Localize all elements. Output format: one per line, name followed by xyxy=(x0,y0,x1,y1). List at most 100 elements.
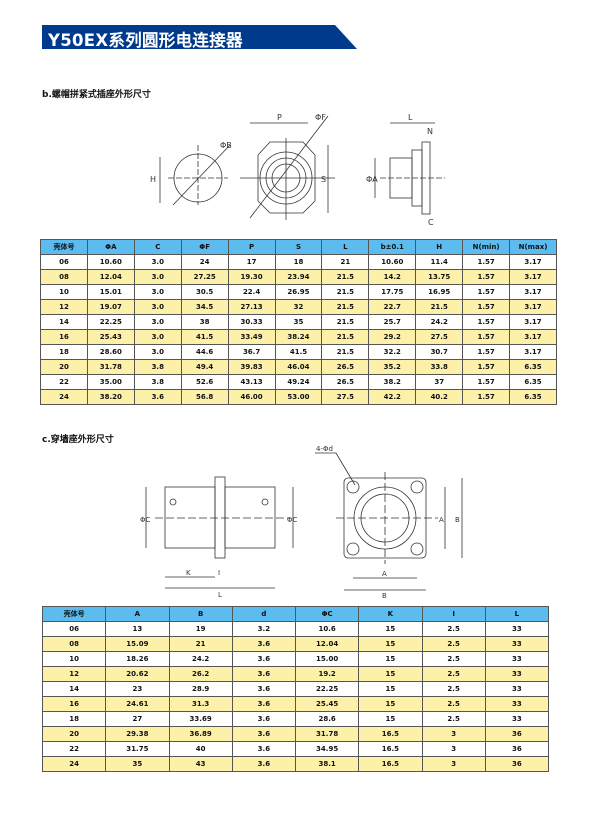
table-row: 14 22.25 3.0 38 30.33 35 21.5 25.7 24.2 1.57 3.17 xyxy=(40,314,557,330)
table-cell: 22.25 xyxy=(86,314,135,330)
table-cell: 34.5 xyxy=(180,299,229,315)
table-cell: 25.45 xyxy=(294,696,360,712)
table-cell: 3.6 xyxy=(231,696,297,712)
label-i: I xyxy=(218,569,220,577)
table-cell: 27 xyxy=(105,711,170,727)
table-cell: 10 xyxy=(40,284,88,300)
table-cell: 15 xyxy=(358,696,423,712)
table-cell: 14 xyxy=(40,314,88,330)
table-cell: 1.57 xyxy=(462,374,511,390)
label-p: P xyxy=(277,113,282,122)
table-cell: 28.60 xyxy=(86,344,135,360)
table-cell: 33.49 xyxy=(227,329,276,345)
table-cell: 21.5 xyxy=(415,299,464,315)
banner-shape xyxy=(42,25,357,49)
table-cell: 18 xyxy=(274,254,323,270)
table-row: 06 10.60 3.0 24 17 18 21 10.60 11.4 1.57 3.17 xyxy=(40,254,557,270)
table-cell: 25.7 xyxy=(368,314,417,330)
table-cell: 3.0 xyxy=(133,344,182,360)
table-cell: 14 xyxy=(41,681,107,697)
table-row: 22 31.75 40 3.6 34.95 16.5 3 36 xyxy=(41,741,550,757)
table-cell: 2.5 xyxy=(421,636,486,652)
page-title: Y50EX系列圆形电连接器 xyxy=(48,31,243,50)
table-row: 20 29.38 36.89 3.6 31.78 16.5 3 36 xyxy=(41,726,550,742)
table-cell: 20 xyxy=(40,359,88,375)
column-header: H xyxy=(415,239,464,255)
table-cell: 33 xyxy=(484,711,550,727)
table-cell: 37 xyxy=(415,374,464,390)
column-header: L xyxy=(321,239,370,255)
table-cell: 38.24 xyxy=(274,329,323,345)
table-row: 08 15.09 21 3.6 12.04 15 2.5 33 xyxy=(41,636,550,652)
label-l: L xyxy=(408,113,413,122)
table-cell: 1.57 xyxy=(462,344,511,360)
table-cell: 52.6 xyxy=(180,374,229,390)
table-cell: 35.2 xyxy=(368,359,417,375)
table-cell: 27.13 xyxy=(227,299,276,315)
table-cell: 1.57 xyxy=(462,299,511,315)
table-cell: 2.5 xyxy=(421,711,486,727)
table-cell: 25.43 xyxy=(86,329,135,345)
label-a-bottom: A xyxy=(382,570,387,578)
table-cell: 33.8 xyxy=(415,359,464,375)
table-cell: 13 xyxy=(105,621,170,637)
table-cell: 29.2 xyxy=(368,329,417,345)
table-cell: 12.04 xyxy=(294,636,360,652)
column-header: b±0.1 xyxy=(368,239,417,255)
table-cell: 1.57 xyxy=(462,269,511,285)
table-row: 16 24.61 31.3 3.6 25.45 15 2.5 33 xyxy=(41,696,550,712)
table-cell: 30.7 xyxy=(415,344,464,360)
table-cell: 28.9 xyxy=(168,681,233,697)
table-cell: 17.75 xyxy=(368,284,417,300)
table-cell: 15 xyxy=(358,651,423,667)
section-c-drawing: ΦC ΦC K I L 4-Φd A B A B xyxy=(140,445,463,600)
table-cell: 42.2 xyxy=(368,389,417,405)
table-cell: 32.2 xyxy=(368,344,417,360)
table-cell: 15 xyxy=(358,621,423,637)
table-cell: 40 xyxy=(168,741,233,757)
column-header: S xyxy=(274,239,323,255)
table-cell: 21 xyxy=(321,254,370,270)
table-cell: 49.4 xyxy=(180,359,229,375)
table-cell: 3.0 xyxy=(133,314,182,330)
column-header: ΦF xyxy=(180,239,229,255)
table-cell: 36.7 xyxy=(227,344,276,360)
table-cell: 1.57 xyxy=(462,284,511,300)
table-cell: 16.5 xyxy=(358,741,423,757)
table-cell: 16 xyxy=(41,696,107,712)
table-cell: 3.8 xyxy=(133,359,182,375)
table-cell: 24.2 xyxy=(168,651,233,667)
table-cell: 06 xyxy=(40,254,88,270)
table-cell: 22.25 xyxy=(294,681,360,697)
table-cell: 18 xyxy=(40,344,88,360)
table-cell: 24.61 xyxy=(105,696,170,712)
table-cell: 21.5 xyxy=(321,344,370,360)
table-cell: 21.5 xyxy=(321,299,370,315)
table-cell: 28.6 xyxy=(294,711,360,727)
label-phic-left: ΦC xyxy=(140,516,151,524)
table-cell: 3.0 xyxy=(133,284,182,300)
table-cell: 08 xyxy=(40,269,88,285)
table-cell: 38.1 xyxy=(294,756,360,772)
label-4-phid: 4-Φd xyxy=(316,445,333,453)
label-h: H xyxy=(150,175,156,184)
table-cell: 53.00 xyxy=(274,389,323,405)
table-cell: 3.6 xyxy=(231,681,297,697)
table-cell: 3.2 xyxy=(231,621,297,637)
table-cell: 17 xyxy=(227,254,276,270)
table-cell: 2.5 xyxy=(421,696,486,712)
table-row: 24 35 43 3.6 38.1 16.5 3 36 xyxy=(41,756,550,772)
table-cell: 3.8 xyxy=(133,374,182,390)
table-row: 20 31.78 3.8 49.4 39.83 46.04 26.5 35.2 33.8 1.57… xyxy=(40,359,557,375)
table-row: 18 27 33.69 3.6 28.6 15 2.5 33 xyxy=(41,711,550,727)
table-cell: 33 xyxy=(484,681,550,697)
table-cell: 26.2 xyxy=(168,666,233,682)
table-cell: 15 xyxy=(358,711,423,727)
table-cell: 23 xyxy=(105,681,170,697)
table-cell: 1.57 xyxy=(462,254,511,270)
label-a-side: A xyxy=(439,516,444,524)
section-b-title: b.螺帽拼紧式插座外形尺寸 xyxy=(42,90,151,100)
section-c-title: c.穿墙座外形尺寸 xyxy=(42,435,114,445)
table-cell: 19 xyxy=(168,621,233,637)
